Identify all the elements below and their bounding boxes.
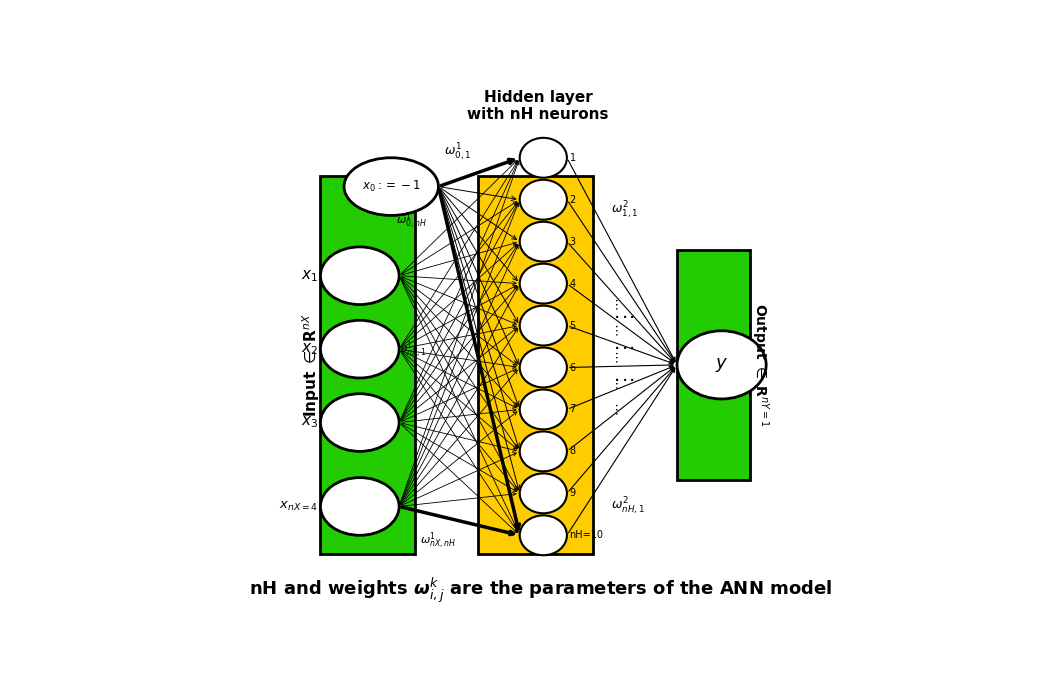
Text: $x_2$: $x_2$ xyxy=(301,341,318,357)
Text: $\cdots$: $\cdots$ xyxy=(610,298,624,311)
Text: $\omega^1_{0,1}$: $\omega^1_{0,1}$ xyxy=(444,142,471,163)
Ellipse shape xyxy=(321,247,399,304)
Ellipse shape xyxy=(520,222,567,262)
Text: .: . xyxy=(621,366,628,385)
Text: 9: 9 xyxy=(570,488,576,498)
Text: .: . xyxy=(614,334,620,353)
Bar xyxy=(478,176,593,554)
Text: Hidden layer
with nH neurons: Hidden layer with nH neurons xyxy=(467,90,609,122)
Text: 2: 2 xyxy=(570,195,576,205)
Text: .: . xyxy=(630,366,635,385)
Text: Output $\in$ $\mathbf{R}$$^{nY=1}$: Output $\in$ $\mathbf{R}$$^{nY=1}$ xyxy=(749,303,770,427)
Text: $x_3$: $x_3$ xyxy=(301,415,318,430)
Ellipse shape xyxy=(520,347,567,387)
Ellipse shape xyxy=(520,516,567,555)
Ellipse shape xyxy=(520,473,567,513)
Text: $\mathbf{nH}$ and weights $\boldsymbol{\omega}^k_{i,j}$ are the parameters of th: $\mathbf{nH}$ and weights $\boldsymbol{\… xyxy=(249,575,832,605)
Bar xyxy=(321,176,415,554)
Text: $\cdots$: $\cdots$ xyxy=(610,377,624,390)
Text: 6: 6 xyxy=(570,362,576,373)
Ellipse shape xyxy=(520,264,567,304)
Text: $\omega^2_{nH,1}$: $\omega^2_{nH,1}$ xyxy=(612,496,646,517)
Text: 1: 1 xyxy=(570,153,576,163)
Text: .: . xyxy=(614,303,620,322)
Text: Input $\in$ $\mathbf{R}$$^{nX}$: Input $\in$ $\mathbf{R}$$^{nX}$ xyxy=(301,313,322,417)
Ellipse shape xyxy=(321,320,399,378)
Ellipse shape xyxy=(520,306,567,345)
Ellipse shape xyxy=(520,390,567,430)
Ellipse shape xyxy=(520,180,567,220)
Text: .: . xyxy=(630,303,635,322)
Text: $x_1$: $x_1$ xyxy=(301,268,318,283)
Text: 5: 5 xyxy=(570,321,576,330)
Text: $y$: $y$ xyxy=(715,356,728,374)
Text: 4: 4 xyxy=(570,279,576,289)
Text: $\cdots$: $\cdots$ xyxy=(610,403,624,416)
Text: $\cdots$: $\cdots$ xyxy=(610,324,624,337)
Text: $\omega^1_{0,nH}$: $\omega^1_{0,nH}$ xyxy=(397,210,427,231)
Text: .: . xyxy=(614,366,620,385)
Text: $x_{nX=4}$: $x_{nX=4}$ xyxy=(279,500,318,513)
Ellipse shape xyxy=(321,477,399,535)
Ellipse shape xyxy=(520,138,567,178)
Text: 8: 8 xyxy=(570,447,576,456)
Ellipse shape xyxy=(321,394,399,452)
Bar xyxy=(677,249,750,480)
Text: $\omega^1_{nX,1}$: $\omega^1_{nX,1}$ xyxy=(398,338,427,360)
Text: $\omega^1_{nX,nH}$: $\omega^1_{nX,nH}$ xyxy=(420,530,457,551)
Text: .: . xyxy=(630,334,635,353)
Text: 3: 3 xyxy=(570,237,576,247)
Text: nH=10: nH=10 xyxy=(570,530,603,540)
Ellipse shape xyxy=(520,432,567,471)
Text: $\cdots$: $\cdots$ xyxy=(610,351,624,364)
Text: 7: 7 xyxy=(570,405,576,415)
Text: $x_0 := -1$: $x_0 := -1$ xyxy=(362,179,421,194)
Text: .: . xyxy=(621,334,628,353)
Ellipse shape xyxy=(677,331,766,399)
Text: $\omega^2_{1,1}$: $\omega^2_{1,1}$ xyxy=(612,200,638,221)
Ellipse shape xyxy=(344,158,439,215)
Text: .: . xyxy=(621,303,628,322)
